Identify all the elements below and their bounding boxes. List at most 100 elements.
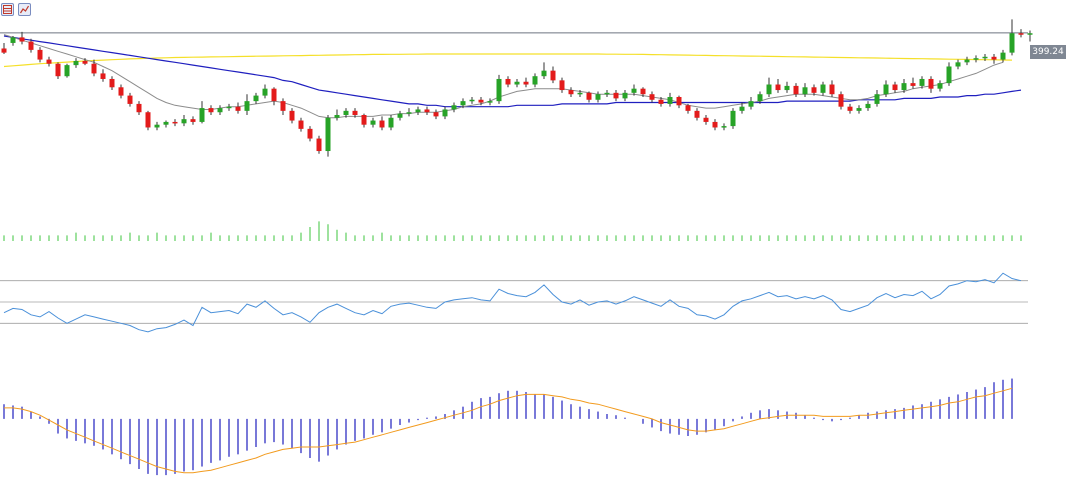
candle-down — [649, 94, 655, 100]
candle-down — [658, 99, 664, 104]
candle-down — [316, 138, 322, 152]
candle-up — [667, 96, 673, 104]
chart-view-icon[interactable] — [18, 3, 31, 16]
candle-up — [10, 37, 16, 43]
candle-up — [406, 112, 412, 114]
candle-down — [280, 101, 286, 111]
price-pane — [0, 19, 1033, 157]
candle-up — [820, 84, 826, 93]
candle-down — [523, 81, 529, 85]
candle-down — [613, 92, 619, 99]
candle-up — [595, 94, 601, 100]
candle-up — [730, 110, 736, 127]
rsi-line — [3, 272, 1022, 333]
candle-down — [586, 92, 592, 100]
candle-up — [721, 126, 727, 128]
candle-down — [568, 90, 574, 95]
candle-up — [631, 88, 637, 93]
candle-down — [991, 56, 997, 60]
candle-down — [712, 121, 718, 128]
candle-down — [172, 121, 178, 124]
candle-up — [73, 60, 79, 66]
candle-down — [271, 88, 277, 102]
candle-down — [100, 73, 106, 79]
candle-up — [973, 58, 979, 60]
macd-signal-line — [4, 387, 1013, 474]
candle-down — [793, 85, 799, 95]
candle-up — [946, 66, 952, 84]
candle-up — [163, 121, 169, 125]
candle-up — [388, 117, 394, 128]
candle-up — [370, 120, 376, 125]
candle-down — [550, 70, 556, 81]
candle-down — [703, 117, 709, 122]
candle-up — [415, 109, 421, 113]
candle-up — [460, 101, 466, 106]
ma-fast-line — [3, 34, 1004, 119]
candle-down — [352, 110, 358, 115]
candle-down — [640, 88, 646, 95]
candle-up — [856, 108, 862, 111]
candle-down — [1, 48, 7, 53]
candle-up — [1000, 52, 1006, 60]
candle-down — [190, 119, 196, 122]
candle-up — [604, 92, 610, 95]
candle-up — [874, 94, 880, 104]
candle-up — [802, 87, 808, 95]
candle-up — [964, 59, 970, 63]
candle-down — [127, 95, 133, 104]
candle-up — [226, 106, 232, 109]
candle-down — [811, 87, 817, 93]
rsi-pane — [0, 272, 1028, 333]
candle-down — [559, 80, 565, 91]
ma-slow-line — [3, 35, 1022, 108]
candle-up — [217, 108, 223, 113]
candle-down — [838, 94, 844, 107]
candle-up — [154, 124, 160, 128]
table-view-icon[interactable] — [1, 3, 14, 16]
candle-down — [145, 112, 151, 128]
candle-down — [19, 37, 25, 42]
candle-up — [253, 95, 259, 102]
candle-up — [865, 103, 871, 109]
candle-up — [244, 101, 250, 111]
candle-up — [451, 105, 457, 110]
candle-down — [46, 59, 52, 64]
candle-down — [55, 63, 61, 77]
candle-down — [694, 110, 700, 118]
candle-down — [82, 60, 88, 64]
volume-pane — [3, 221, 1022, 241]
candle-up — [514, 81, 520, 85]
candle-up — [442, 109, 448, 117]
candle-up — [334, 115, 340, 118]
candle-up — [577, 92, 583, 95]
chart-toolbar — [1, 3, 31, 16]
candle-down — [433, 112, 439, 117]
candle-down — [109, 78, 115, 88]
candle-up — [532, 76, 538, 85]
candle-down — [118, 87, 124, 96]
candle-down — [361, 115, 367, 125]
candle-up — [955, 62, 961, 67]
candle-down — [307, 128, 313, 139]
candle-up — [343, 110, 349, 115]
candle-up — [919, 78, 925, 86]
candle-down — [424, 109, 430, 113]
candle-up — [784, 85, 790, 91]
candle-down — [1018, 33, 1024, 35]
last-price-label: 399.24 — [1030, 45, 1066, 59]
candle-down — [28, 41, 34, 50]
candle-up — [541, 70, 547, 77]
candle-up — [1009, 33, 1015, 53]
candle-up — [748, 101, 754, 107]
candle-down — [676, 96, 682, 106]
candle-down — [505, 78, 511, 85]
candle-up — [757, 94, 763, 102]
candle-down — [208, 108, 214, 113]
candle-up — [982, 56, 988, 59]
candle-down — [136, 103, 142, 113]
candle-down — [289, 110, 295, 121]
candle-up — [766, 84, 772, 95]
candle-down — [379, 120, 385, 128]
